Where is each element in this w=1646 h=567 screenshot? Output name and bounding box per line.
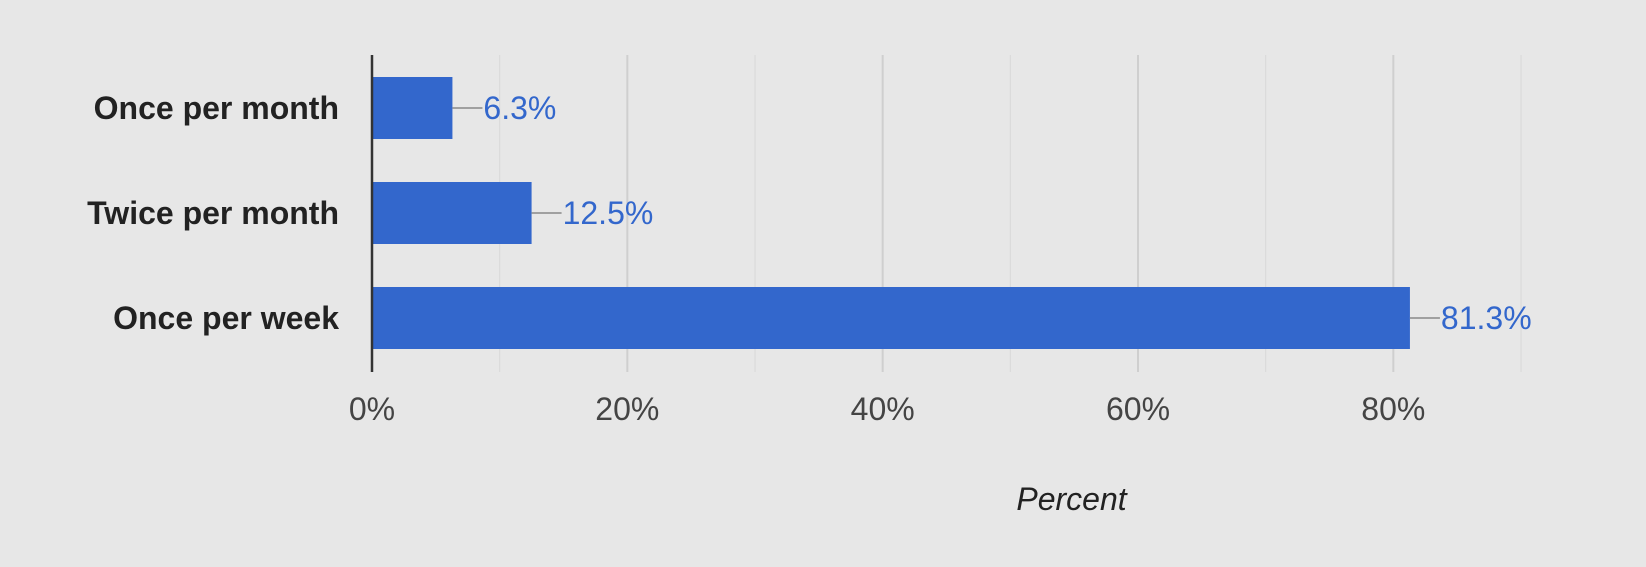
label-leader-lines: [452, 107, 1440, 319]
bar: [373, 77, 453, 139]
x-tick-labels: 0% 20% 40% 60% 80%: [349, 391, 1425, 427]
bar: [373, 182, 532, 244]
category-label: Once per week: [113, 300, 339, 336]
bars: [373, 77, 1410, 349]
x-axis-title: Percent: [1016, 481, 1127, 517]
data-label: 12.5%: [563, 195, 654, 231]
x-tick-label: 60%: [1106, 391, 1170, 427]
data-label: 81.3%: [1441, 300, 1532, 336]
category-label: Once per month: [94, 90, 339, 126]
x-tick-label: 20%: [595, 391, 659, 427]
data-label: 6.3%: [483, 90, 556, 126]
value-labels: 6.3% 12.5% 81.3%: [483, 90, 1531, 336]
bar: [373, 287, 1410, 349]
category-label: Twice per month: [87, 195, 339, 231]
x-tick-label: 40%: [851, 391, 915, 427]
x-tick-label: 0%: [349, 391, 395, 427]
category-labels: Once per month Twice per month Once per we…: [87, 90, 339, 336]
x-tick-label: 80%: [1361, 391, 1425, 427]
